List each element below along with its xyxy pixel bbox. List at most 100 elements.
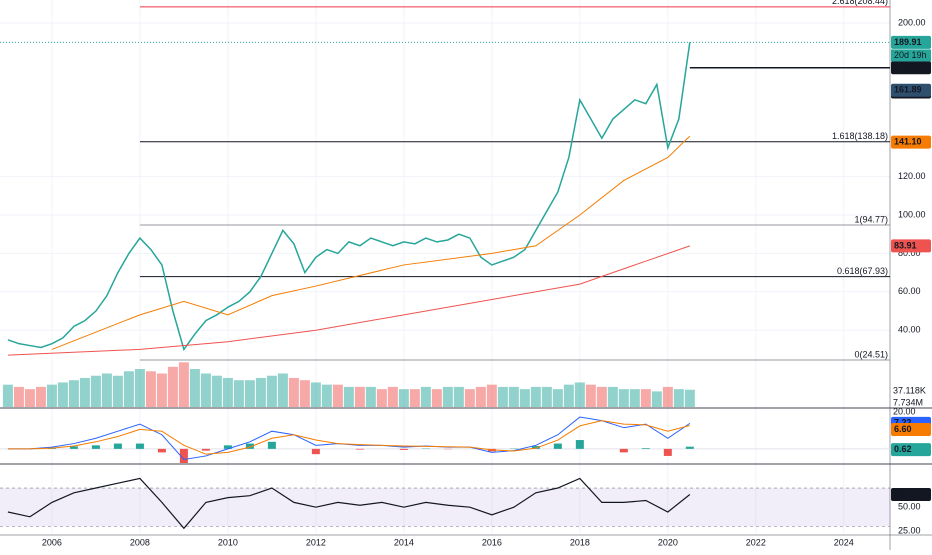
volume-bar [410, 389, 420, 407]
x-tick-label: 2018 [570, 537, 590, 547]
volume-bar [91, 376, 101, 407]
volume-bar [234, 380, 244, 407]
volume-bar [608, 387, 618, 407]
price-marker: 83.91 [894, 240, 917, 250]
y-tick-label: 40.00 [898, 325, 921, 335]
volume-bar [135, 369, 145, 407]
volume-bar [630, 389, 640, 407]
volume-bar [366, 387, 376, 407]
macd-hist [686, 447, 694, 449]
rsi-tick-label: 50.00 [898, 502, 921, 512]
x-tick-label: 2014 [394, 537, 414, 547]
price-marker: 161.89 [894, 85, 922, 95]
macd-hist [576, 440, 584, 449]
y-tick-label: 100.00 [898, 209, 926, 219]
fib-label: 2.618(208.44) [832, 0, 888, 6]
volume-bar [333, 385, 343, 407]
macd-hist [202, 449, 210, 451]
volume-bar [399, 389, 409, 407]
fib-label: 0(24.51) [854, 349, 888, 359]
volume-bar [377, 389, 387, 407]
volume-bar [531, 387, 541, 407]
volume-label: 37.118K [893, 385, 926, 395]
fib-label: 1(94.77) [854, 214, 888, 224]
macd-hist [268, 442, 276, 449]
x-tick-label: 2008 [130, 537, 150, 547]
volume-bar [36, 387, 46, 407]
volume-bar [465, 389, 475, 407]
volume-bar [322, 385, 332, 407]
volume-bar [14, 387, 24, 407]
volume-bar [575, 382, 585, 407]
volume-bar [652, 391, 662, 407]
macd-hist [664, 449, 672, 456]
volume-bar [300, 380, 310, 407]
volume-bar [3, 385, 13, 407]
price-marker: 141.10 [894, 136, 922, 146]
volume-bar [179, 362, 189, 407]
x-tick-label: 2016 [482, 537, 502, 547]
x-tick-label: 2024 [834, 537, 854, 547]
volume-bar [498, 387, 508, 407]
volume-bar [476, 387, 486, 407]
volume-bar [245, 380, 255, 407]
countdown: 20d 19h [894, 50, 927, 60]
volume-bar [454, 387, 464, 407]
volume-bar [69, 380, 79, 407]
volume-bar [641, 389, 651, 407]
macd-hist [400, 449, 408, 450]
volume-bar [124, 371, 134, 407]
volume-bar [102, 374, 112, 408]
price-marker: 189.91 [894, 37, 922, 47]
macd-hist [554, 444, 562, 449]
moving-average [8, 246, 690, 355]
macd-hist [114, 444, 122, 449]
volume-bar [80, 378, 90, 407]
volume-bar [146, 371, 156, 407]
rsi-marker: 63.23 [894, 489, 917, 499]
price-line [8, 42, 690, 349]
volume-bar [355, 387, 365, 407]
volume-label: 7.734M [893, 397, 923, 407]
volume-bar [157, 374, 167, 408]
x-tick-label: 2020 [658, 537, 678, 547]
macd-hist [312, 449, 320, 454]
macd-marker: 0.62 [894, 444, 912, 454]
rsi-band [0, 488, 890, 526]
volume-bar [113, 376, 123, 407]
rsi-tick-label: 25.00 [898, 526, 921, 536]
macd-hist [158, 449, 166, 453]
volume-bar [509, 387, 519, 407]
volume-bar [278, 374, 288, 408]
volume-bar [553, 389, 563, 407]
volume-bar [223, 378, 233, 407]
price-marker: 176.69 [894, 62, 922, 72]
volume-bar [267, 376, 277, 407]
volume-bar [201, 374, 211, 408]
volume-bar [542, 387, 552, 407]
volume-bar [168, 367, 178, 407]
fib-label: 1.618(138.18) [832, 131, 888, 141]
volume-bar [685, 390, 695, 407]
y-tick-label: 200.00 [898, 17, 926, 27]
volume-label: 20.00 [893, 406, 916, 416]
volume-bar [47, 385, 57, 407]
volume-bar [432, 389, 442, 407]
x-tick-label: 2022 [746, 537, 766, 547]
volume-bar [344, 387, 354, 407]
volume-bar [520, 389, 530, 407]
volume-bar [619, 389, 629, 407]
volume-bar [487, 385, 497, 407]
volume-bar [25, 389, 35, 407]
volume-bar [388, 387, 398, 407]
macd-hist [620, 449, 628, 453]
volume-bar [663, 387, 673, 407]
volume-bar [190, 369, 200, 407]
volume-bar [564, 385, 574, 407]
volume-bar [586, 385, 596, 407]
volume-bar [58, 382, 68, 407]
macd-hist [136, 444, 144, 449]
volume-bar [212, 376, 222, 407]
volume-bar [311, 382, 321, 407]
volume-bar [443, 387, 453, 407]
